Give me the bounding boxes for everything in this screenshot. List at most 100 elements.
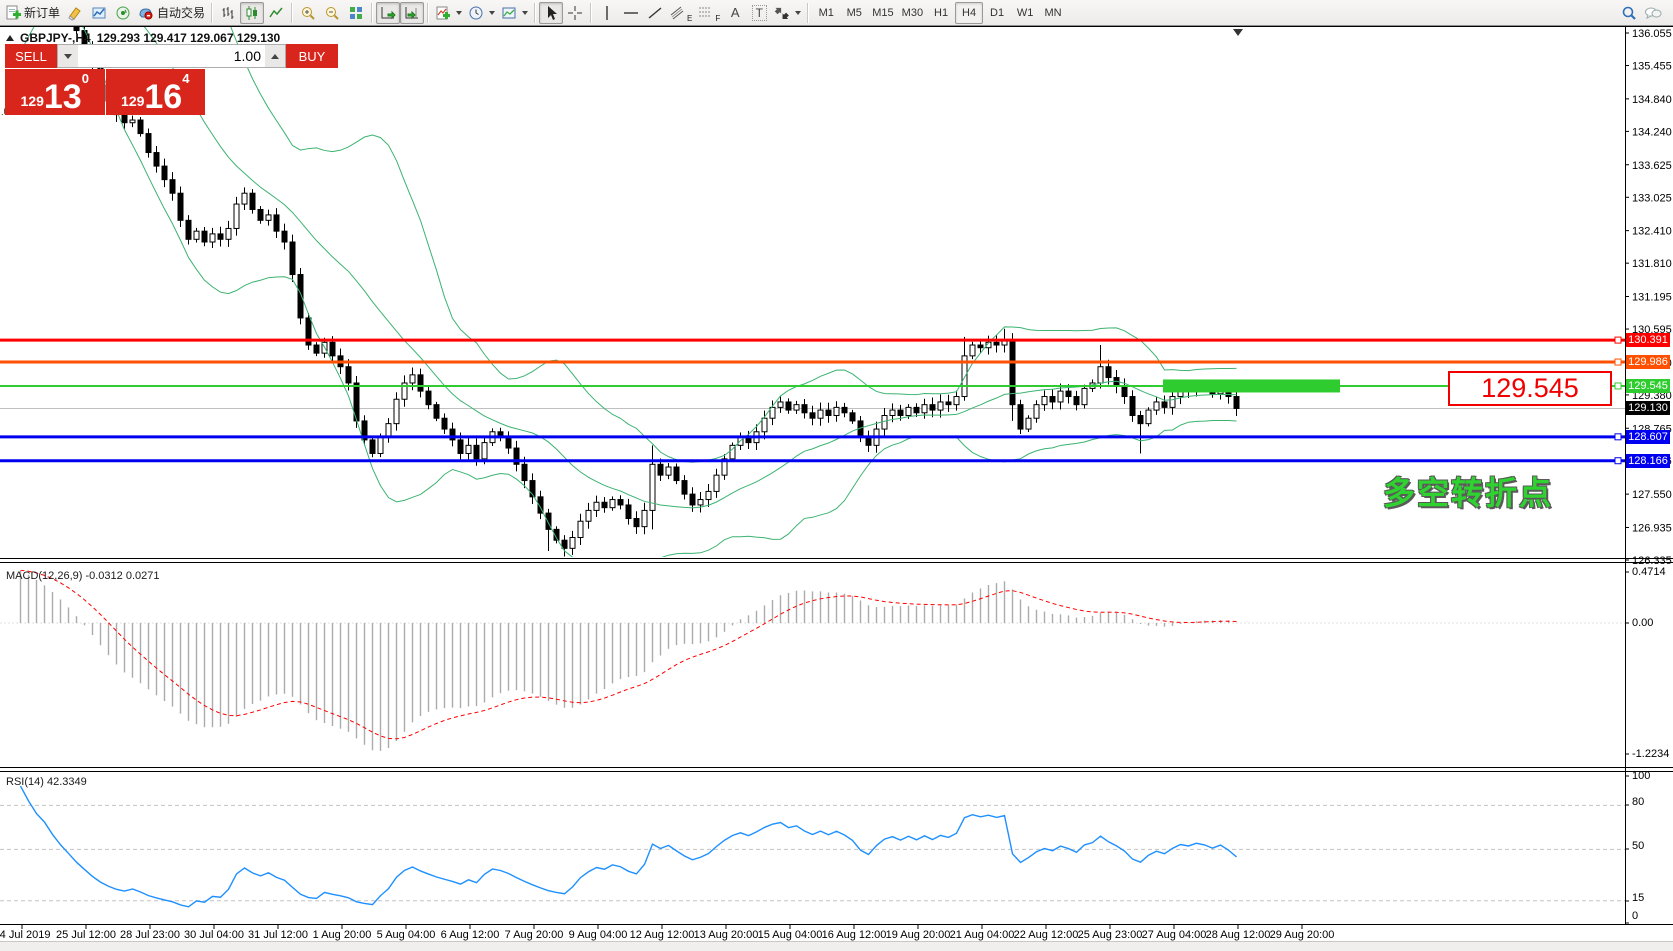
candle-bear — [457, 439, 464, 454]
date-axis-label: 19 Aug 20:00 — [886, 929, 951, 941]
cursor-button[interactable] — [539, 1, 564, 24]
candle-bear — [153, 152, 160, 167]
text-label-button[interactable]: T — [747, 2, 771, 24]
candle-bear — [841, 406, 848, 414]
indicators-caret[interactable] — [456, 10, 463, 15]
auto-trading-button[interactable]: 自动交易 — [135, 2, 208, 24]
candle-bear — [297, 274, 304, 319]
periods-caret[interactable] — [489, 10, 496, 15]
timeframe-group: M1 M5 M15 M30 H1 H4 D1 W1 MN — [812, 1, 1067, 24]
date-axis-label: 15 Aug 04:00 — [758, 929, 823, 941]
line-chart-type-button[interactable] — [264, 2, 288, 24]
zoom-out-button[interactable] — [320, 2, 344, 24]
candle-bear — [201, 230, 208, 243]
templates-button[interactable] — [498, 2, 531, 24]
candle-bear — [145, 133, 152, 154]
candle-bull — [1033, 404, 1040, 419]
signals-icon — [116, 6, 130, 19]
sell-price-sup: 0 — [81, 71, 89, 86]
rsi-axis-label: 100 — [1632, 770, 1650, 782]
caret-down-icon — [64, 53, 72, 59]
vertical-line-button[interactable] — [595, 2, 619, 24]
timeframe-M30[interactable]: M30 — [901, 6, 924, 19]
timeframe-M5[interactable]: M5 — [846, 6, 862, 19]
axis-label-128.607: 128.607 — [1626, 429, 1670, 444]
candle-bear — [169, 179, 176, 194]
channel-letter: E — [687, 13, 693, 23]
fibonacci-button[interactable]: F — [695, 2, 723, 24]
candle-bear — [185, 219, 192, 240]
chat-button[interactable] — [1641, 2, 1665, 24]
chart-shift-button[interactable] — [400, 1, 425, 24]
search-button[interactable] — [1617, 2, 1641, 24]
channel-button[interactable]: E — [667, 2, 695, 24]
candle-bear — [1105, 366, 1112, 379]
candle-bear — [345, 366, 352, 384]
candle-bear — [865, 436, 872, 446]
volume-increase-button[interactable] — [265, 45, 285, 67]
date-axis-label: 16 Aug 12:00 — [822, 929, 887, 941]
buy-price-sup: 4 — [182, 71, 190, 86]
crosshair-button[interactable] — [563, 2, 587, 24]
line-handle — [1614, 336, 1622, 344]
candle-bull — [641, 509, 648, 528]
timeframe-W1[interactable]: W1 — [1016, 6, 1034, 19]
toolbar-separator — [590, 2, 593, 23]
eraser-button[interactable] — [63, 2, 87, 24]
candle-bear — [1073, 396, 1080, 406]
templates-caret[interactable] — [522, 10, 529, 15]
buy-button[interactable]: BUY — [286, 44, 338, 68]
buy-quote[interactable]: 129 16 4 — [105, 69, 205, 115]
candle-bear — [849, 412, 856, 422]
zoom-in-button[interactable] — [296, 2, 320, 24]
periods-button[interactable] — [465, 2, 498, 24]
trendline-button[interactable] — [643, 2, 667, 24]
rsi-label: RSI(14) 42.3349 — [6, 776, 87, 788]
timeframe-M1[interactable]: M1 — [818, 6, 834, 19]
candle-bear — [1121, 385, 1128, 398]
arrows-button[interactable] — [771, 2, 804, 24]
bar-chart-type-button[interactable] — [216, 2, 240, 24]
chat-icon — [1645, 7, 1662, 19]
candle-bear — [825, 409, 832, 417]
timeframe-H4[interactable]: H4 — [955, 1, 984, 24]
macd-axis-label: 0.00 — [1632, 617, 1653, 629]
candle-bull — [665, 466, 672, 476]
signals-button[interactable] — [111, 2, 135, 24]
candle-bull — [585, 509, 592, 522]
price-callout-box[interactable]: 129.545 — [1448, 371, 1612, 406]
candle-bear — [137, 119, 144, 135]
volume-input[interactable] — [78, 45, 265, 67]
sell-quote[interactable]: 129 13 0 — [5, 69, 105, 115]
indicators-button[interactable] — [432, 2, 465, 24]
horizontal-line-button[interactable] — [619, 2, 643, 24]
level-highlight[interactable] — [1163, 379, 1340, 393]
candle-bear — [505, 436, 512, 449]
candle-bull — [1057, 390, 1064, 403]
sell-price-prefix: 129 — [20, 93, 44, 109]
candlestick-type-button[interactable] — [240, 1, 265, 24]
bar-chart-type-icon — [222, 6, 234, 19]
sell-button[interactable]: SELL — [5, 44, 57, 68]
candle-bull — [1041, 396, 1048, 406]
candle-bear — [545, 512, 552, 530]
chart-shift-marker[interactable] — [1233, 29, 1243, 36]
price-tick-label: 134.840 — [1632, 94, 1672, 106]
price-tick-label: 133.025 — [1632, 192, 1672, 204]
candle-bull — [393, 398, 400, 425]
text-button[interactable]: A — [723, 2, 747, 24]
arrows-caret[interactable] — [795, 10, 802, 15]
timeframe-M15[interactable]: M15 — [872, 6, 894, 19]
timeframe-H1[interactable]: H1 — [934, 6, 949, 19]
chart-windows-button[interactable] — [87, 2, 111, 24]
auto-scroll-button[interactable] — [376, 1, 401, 24]
annotation-note[interactable]: 多空转折点 — [1383, 475, 1554, 511]
bollinger-lower — [20, 27, 1237, 557]
candle-bull — [465, 444, 472, 454]
new-order-button[interactable]: 新订单 — [2, 2, 63, 24]
tile-windows-button[interactable] — [344, 2, 368, 24]
timeframe-MN[interactable]: MN — [1044, 6, 1062, 19]
volume-decrease-button[interactable] — [58, 45, 78, 67]
timeframe-D1[interactable]: D1 — [990, 6, 1005, 19]
